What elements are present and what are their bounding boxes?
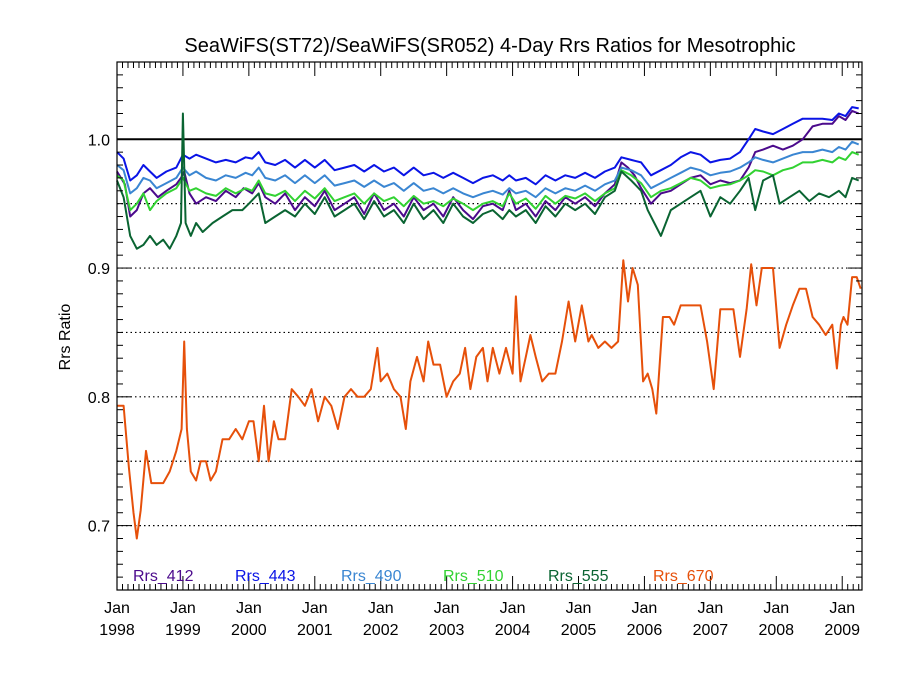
x-tick-label-year: 2008 <box>758 622 794 639</box>
x-tick-label-year: 2001 <box>297 622 333 639</box>
x-tick-label-month: Jan <box>170 600 196 617</box>
x-tick-label-month: Jan <box>434 600 460 617</box>
x-tick-label-year: 1999 <box>165 622 201 639</box>
legend: Rrs_412 Rrs_443 Rrs_490 Rrs_510 Rrs_555 Rrs_6… <box>133 568 714 585</box>
legend-item-rrs-490: Rrs_490 <box>341 568 402 585</box>
y-tick-label: 0.8 <box>88 390 110 407</box>
legend-item-rrs-510: Rrs_510 <box>443 568 504 585</box>
x-tick-label-year: 2004 <box>495 622 531 639</box>
x-tick-label-month: Jan <box>829 600 855 617</box>
x-tick-label-month: Jan <box>236 600 262 617</box>
axis-ticks: Jan 1998 Jan 1999 Jan 2000 Jan 2001 Jan 2002 Jan 20… <box>88 61 862 639</box>
x-tick-label-year: 2007 <box>693 622 729 639</box>
x-tick-label-year: 1998 <box>99 622 135 639</box>
x-tick-label-month: Jan <box>763 600 789 617</box>
x-tick-label-month: Jan <box>368 600 394 617</box>
series-line-rrs-670 <box>117 259 862 540</box>
legend-item-rrs-670: Rrs_670 <box>653 568 714 585</box>
x-tick-label-month: Jan <box>632 600 658 617</box>
x-tick-label-year: 2006 <box>627 622 663 639</box>
x-tick-label-month: Jan <box>500 600 526 617</box>
x-tick-label-year: 2002 <box>363 622 399 639</box>
y-tick-label: 0.7 <box>88 519 110 536</box>
legend-item-rrs-412: Rrs_412 <box>133 568 194 585</box>
legend-item-rrs-443: Rrs_443 <box>235 568 296 585</box>
series-line-rrs-443 <box>116 106 859 186</box>
y-tick-label: 1.0 <box>88 132 110 149</box>
x-tick-label-year: 2005 <box>561 622 597 639</box>
y-axis-label: Rrs Ratio <box>57 304 74 371</box>
series-lines <box>116 106 862 540</box>
y-tick-label: 0.9 <box>88 261 110 278</box>
series-line-rrs-555 <box>116 112 860 250</box>
series-line-rrs-510 <box>116 151 860 212</box>
x-tick-label-month: Jan <box>302 600 328 617</box>
reference-lines <box>117 138 862 527</box>
x-tick-label-month: Jan <box>104 600 130 617</box>
x-tick-label-year: 2000 <box>231 622 267 639</box>
plot-frame <box>116 61 863 591</box>
series-line-rrs-490 <box>116 140 860 199</box>
legend-item-rrs-555: Rrs_555 <box>548 568 609 585</box>
chart-title: SeaWiFS(ST72)/SeaWiFS(SR052) 4-Day Rrs R… <box>184 35 795 57</box>
x-tick-label-month: Jan <box>697 600 723 617</box>
x-tick-label-year: 2009 <box>824 622 860 639</box>
x-tick-label-month: Jan <box>566 600 592 617</box>
x-tick-label-year: 2003 <box>429 622 465 639</box>
